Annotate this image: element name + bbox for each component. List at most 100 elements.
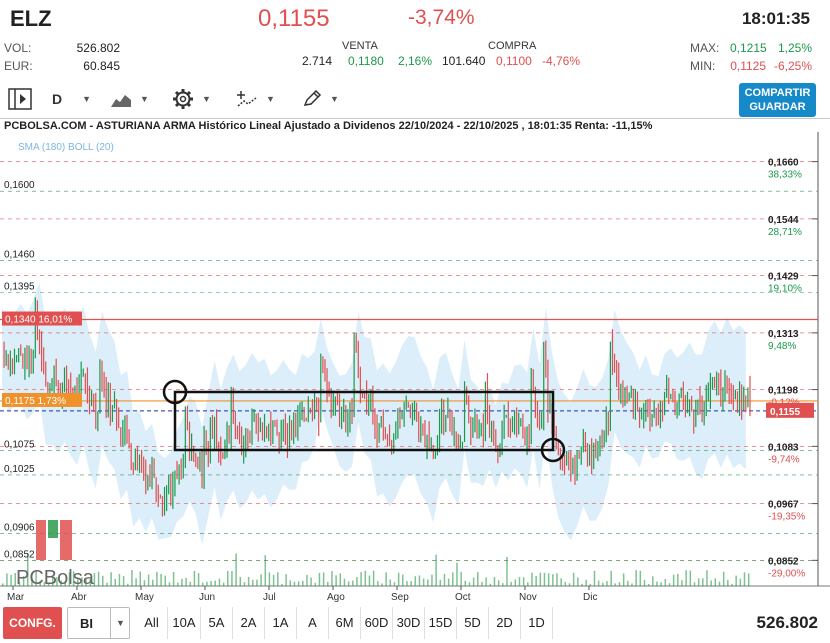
watermark-text: PCBolsa: [16, 567, 95, 589]
volume-bar: [447, 578, 450, 586]
chart-type-select[interactable]: BI ▼: [67, 607, 130, 639]
draw-tools-select[interactable]: ▼: [302, 88, 339, 110]
share-label: COMPARTIR: [744, 87, 811, 99]
volume-bar: [460, 571, 462, 586]
volume-bar: [406, 581, 408, 586]
volume-bar: [327, 581, 329, 586]
y-pct-label: 19,10%: [768, 284, 802, 295]
config-button[interactable]: CONFG.: [3, 607, 62, 639]
annotation-box[interactable]: [162, 379, 566, 463]
volume-bar: [610, 570, 612, 586]
volume-bar: [502, 583, 504, 586]
volume-bar: [314, 582, 317, 586]
volume-bar: [256, 579, 258, 586]
ticker-symbol: ELZ: [10, 6, 52, 31]
range-button-2a[interactable]: 2A: [233, 607, 265, 639]
volume-bar: [35, 571, 37, 586]
volume-bar: [389, 579, 392, 586]
settings-select[interactable]: ▼: [172, 88, 211, 110]
volume-bar: [268, 572, 271, 586]
volume-bar: [231, 571, 233, 586]
indicators-select[interactable]: ▼: [236, 88, 275, 110]
range-button-1d[interactable]: 1D: [521, 607, 553, 639]
range-button-5d[interactable]: 5D: [457, 607, 489, 639]
range-button-6m[interactable]: 6M: [329, 607, 361, 639]
volume-bar: [693, 582, 696, 586]
volume-bar: [381, 583, 383, 586]
y-pct-label: -29,00%: [768, 568, 805, 579]
volume-bar: [60, 580, 62, 586]
price-chart[interactable]: 0,1600 0,1460 0,1395 0,1075 0,1025 0,0906 0,08…: [0, 118, 830, 604]
y-pct-label: -19,35%: [768, 512, 805, 523]
x-tick-label: May: [135, 592, 154, 603]
draw-pencil-icon: [303, 90, 322, 106]
volume-bar: [431, 574, 433, 586]
volume-bar: [581, 583, 583, 586]
volume-bar: [527, 582, 529, 586]
range-button-5a[interactable]: 5A: [201, 607, 233, 639]
volume-bar: [672, 574, 675, 586]
chart-type-label: BI: [80, 616, 93, 631]
volume-bar: [556, 573, 558, 586]
highlight-tag: [2, 311, 82, 326]
range-button-15d[interactable]: 15D: [425, 607, 457, 639]
volume-bar: [252, 579, 254, 586]
panel-toggle-button[interactable]: [8, 88, 32, 110]
volume-bar: [664, 578, 667, 586]
volume-bar: [31, 577, 33, 586]
x-tick-label: Oct: [455, 592, 471, 603]
volume-bar: [602, 582, 604, 586]
x-tick-label: Sep: [391, 592, 409, 603]
volume-bar: [585, 579, 587, 586]
range-button-1a[interactable]: 1A: [265, 607, 297, 639]
level-label: 0,0906: [4, 523, 35, 534]
range-button-10a[interactable]: 10A: [168, 607, 201, 639]
volume-bar: [510, 581, 512, 586]
volume-bar: [2, 583, 4, 586]
volume-bar: [547, 573, 550, 586]
volume-bar: [618, 582, 621, 586]
annotation-handle-start[interactable]: [162, 379, 188, 405]
range-button-all[interactable]: All: [136, 607, 168, 639]
volume-bar: [247, 576, 250, 586]
chart-canvas[interactable]: 0,1600 0,1460 0,1395 0,1075 0,1025 0,0906 0,08…: [0, 118, 830, 604]
range-button-a[interactable]: A: [297, 607, 329, 639]
period-select[interactable]: D ▼: [52, 88, 91, 110]
volume-bar: [210, 580, 212, 586]
volume-bar: [97, 571, 100, 586]
chart-style-select[interactable]: ▼: [110, 88, 149, 110]
volume-bar: [322, 572, 325, 586]
volume-bar: [189, 581, 192, 586]
volume-bar: [668, 583, 671, 586]
range-button-60d[interactable]: 60D: [361, 607, 393, 639]
volume-bar: [143, 580, 146, 586]
volume-bar: [102, 575, 104, 586]
volume-bar: [110, 572, 112, 586]
volume-bar: [352, 580, 354, 586]
annotation-handle-end[interactable]: [540, 437, 566, 463]
volume-bar: [285, 574, 287, 586]
volume-bar: [47, 583, 50, 586]
volume-bar: [560, 578, 562, 586]
volume-bar: [577, 577, 579, 586]
volume-bar: [439, 579, 442, 586]
volume-bar: [472, 577, 475, 586]
volume-bar: [477, 572, 479, 586]
volume-bar: [639, 570, 642, 586]
volume-bar: [39, 580, 42, 586]
range-button-30d[interactable]: 30D: [393, 607, 425, 639]
volume-bar: [118, 573, 121, 586]
volume-bar: [714, 578, 717, 586]
compra-qty: 101.640: [442, 54, 486, 68]
max-pct: 1,25%: [777, 41, 812, 55]
share-save-button[interactable]: COMPARTIR GUARDAR: [739, 83, 816, 117]
range-button-2d[interactable]: 2D: [489, 607, 521, 639]
volume-bar: [660, 582, 662, 586]
y-tick-label: 0,0852: [768, 556, 799, 567]
last-price: 0,1155: [258, 5, 330, 32]
eur-value: 60.845: [83, 59, 120, 73]
volume-bar: [302, 580, 304, 586]
volume-bar: [397, 572, 400, 586]
volume-bar: [202, 582, 204, 586]
